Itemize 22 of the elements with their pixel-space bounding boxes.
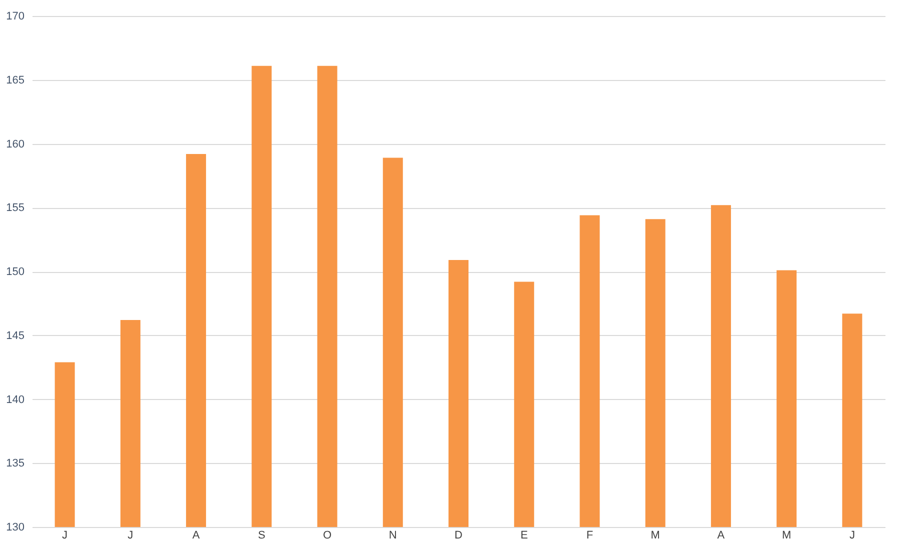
y-tick-label: 170	[6, 10, 24, 22]
x-tick-label: J	[62, 530, 68, 542]
x-tick-label: M	[782, 530, 792, 542]
x-tick-label: A	[192, 530, 200, 542]
y-tick-label: 130	[6, 522, 24, 534]
x-tick-label: O	[322, 530, 332, 542]
x-tick-label: J	[849, 530, 855, 542]
x-tick-label: M	[650, 530, 660, 542]
x-tick-label: E	[520, 530, 528, 542]
y-tick-label: 145	[6, 330, 24, 342]
y-tick-label: 160	[6, 138, 24, 150]
y-tick-label: 165	[6, 74, 24, 86]
x-tick-label: F	[586, 530, 594, 542]
y-tick-label: 140	[6, 394, 24, 406]
y-tick-label: 155	[6, 202, 24, 214]
x-tick-label: A	[717, 530, 726, 542]
x-tick-label: D	[454, 530, 463, 542]
y-tick-label: 150	[6, 266, 24, 278]
x-tick-label: S	[258, 530, 266, 542]
y-tick-label: 135	[6, 458, 24, 470]
x-tick-label: J	[128, 530, 134, 542]
x-tick-label: N	[388, 530, 397, 542]
